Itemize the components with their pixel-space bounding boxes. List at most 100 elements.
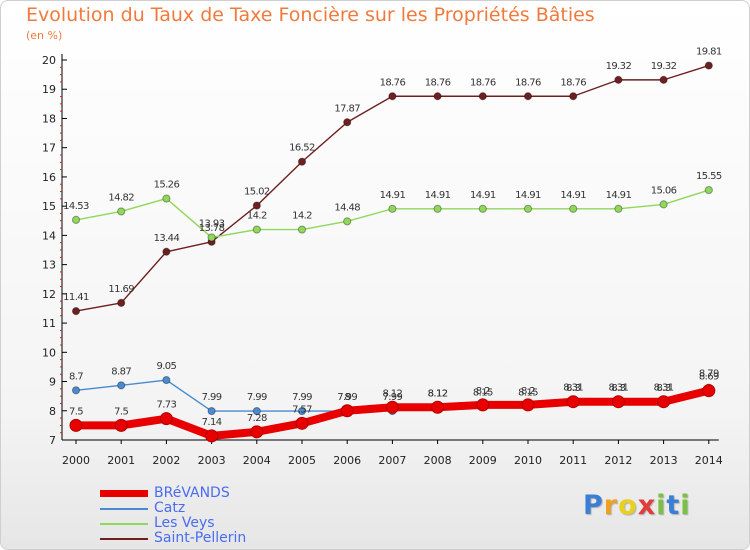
data-point	[295, 416, 309, 430]
data-label: 14.2	[247, 211, 267, 222]
data-label: 7.5	[69, 406, 83, 417]
data-label: 17.87	[334, 103, 360, 114]
x-tick-label: 2003	[198, 454, 226, 467]
legend-label: Les Veys	[154, 515, 215, 531]
data-label: 8.12	[428, 388, 448, 399]
data-point	[71, 386, 81, 395]
logo-letter: r	[603, 490, 619, 521]
data-label: 14.91	[470, 190, 496, 201]
data-point	[343, 118, 352, 127]
series-les-veys	[71, 185, 713, 242]
data-label: 13.78	[199, 223, 225, 234]
legend-label: BRéVANDS	[154, 485, 230, 501]
y-tick-label: 14	[42, 229, 56, 242]
data-point	[114, 418, 128, 432]
data-point	[385, 400, 399, 414]
axes: 7 8 9 10 11 12 13 14 15 16 17 18 19 20 2000 2001 2002 200…	[42, 54, 723, 467]
data-label: 8.87	[111, 366, 131, 377]
x-tick-label: 2011	[559, 454, 587, 467]
data-label: 7.28	[247, 413, 267, 424]
data-label: 15.06	[651, 185, 677, 196]
x-tick-label: 2005	[288, 454, 316, 467]
x-tick-label: 2012	[604, 454, 632, 467]
data-point	[252, 201, 261, 210]
data-label: 8.2	[476, 386, 490, 397]
legend-swatch	[100, 537, 148, 540]
logo-letter: x	[637, 490, 657, 521]
data-label: 8.79	[699, 369, 719, 380]
legend-swatch	[100, 522, 148, 525]
x-tick-label: 2014	[695, 454, 723, 467]
data-point	[704, 185, 713, 195]
data-point	[159, 412, 173, 426]
y-tick-label: 20	[42, 54, 56, 67]
data-point	[614, 204, 623, 213]
data-label: 18.76	[380, 77, 406, 88]
data-label: 19.32	[606, 61, 632, 72]
data-label: 8.15	[518, 387, 538, 398]
x-tick-label: 2007	[378, 454, 406, 467]
logo-letter: i	[680, 490, 691, 521]
data-label: 8.7	[69, 371, 83, 382]
data-point	[566, 395, 580, 409]
data-label: 11.69	[108, 284, 134, 295]
x-tick-label: 2002	[152, 454, 180, 467]
data-point	[117, 207, 126, 216]
legend-item: Les Veys	[100, 516, 246, 531]
y-tick-label: 9	[49, 376, 56, 389]
data-label: 13.93	[199, 218, 225, 229]
legend-item: BRéVANDS	[100, 486, 246, 501]
data-label: 19.32	[651, 61, 677, 72]
data-label: 7.14	[202, 417, 222, 428]
y-tick-label: 17	[42, 142, 56, 155]
data-label: 7.99	[247, 392, 267, 403]
data-point	[659, 200, 668, 209]
value-labels: 7.5 7.5 7.73 7.14 7.28 7.57 8 8.12 8.12 8.2 8.2 8.3…	[63, 47, 722, 428]
data-label: 7.73	[156, 400, 176, 411]
data-label: 15.55	[696, 171, 722, 182]
data-label: 18.76	[425, 77, 451, 88]
y-tick-label: 16	[42, 171, 56, 184]
data-label: 18.76	[470, 77, 496, 88]
data-label: 8.2	[521, 386, 535, 397]
x-tick-label: 2008	[424, 454, 452, 467]
data-point	[71, 306, 81, 316]
data-label: 14.2	[292, 211, 312, 222]
data-label: 18.76	[515, 77, 541, 88]
proxiti-logo: Proxiti	[583, 490, 691, 521]
data-point	[205, 429, 219, 443]
data-point	[704, 61, 713, 70]
y-tick-label: 11	[42, 317, 56, 330]
data-point	[340, 404, 354, 418]
data-label: 8.3	[657, 383, 671, 394]
data-label: 13.44	[154, 233, 180, 244]
data-point	[117, 298, 126, 308]
y-tick-label: 18	[42, 112, 56, 125]
x-tick-label: 2004	[243, 454, 271, 467]
legend: BRéVANDS Catz Les Veys Saint-Pellerin	[100, 486, 246, 546]
data-label: 18.76	[560, 77, 586, 88]
data-label: 15.26	[154, 180, 180, 191]
legend-label: Saint-Pellerin	[154, 530, 247, 546]
x-tick-label: 2010	[514, 454, 542, 467]
data-point	[611, 395, 625, 409]
data-label: 14.91	[380, 190, 406, 201]
data-point	[388, 204, 397, 213]
unit-label: (en %)	[26, 29, 63, 42]
data-label: 7.5	[114, 406, 128, 417]
data-label: 8.12	[428, 388, 448, 399]
data-label: 15.02	[244, 187, 270, 198]
data-label: 7.99	[337, 392, 357, 403]
data-point	[162, 247, 171, 256]
legend-item: Saint-Pellerin	[100, 531, 246, 546]
data-label: 7.57	[292, 404, 312, 415]
data-label: 14.91	[606, 190, 632, 201]
data-label: 8.31	[608, 383, 628, 394]
legend-swatch	[100, 490, 148, 497]
logo-letter: o	[618, 490, 638, 521]
data-point	[614, 75, 623, 84]
x-tick-label: 2013	[650, 454, 678, 467]
data-point	[297, 157, 307, 166]
data-label: 8.3	[611, 383, 625, 394]
